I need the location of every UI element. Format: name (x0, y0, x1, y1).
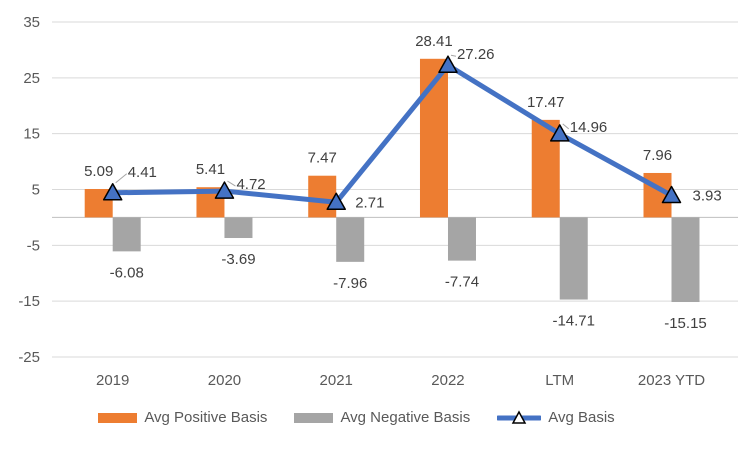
x-axis-category-label: 2023 YTD (638, 372, 705, 389)
positive-bar-label: 28.41 (415, 33, 453, 50)
positive-bar-label: 17.47 (527, 94, 565, 111)
label-leader-line (115, 173, 128, 184)
negative-bar-label: -3.69 (221, 251, 255, 268)
avg-basis-marker-2019[interactable] (102, 183, 123, 201)
negative-bar-2023 YTD[interactable] (671, 217, 700, 303)
negative-bar-2020[interactable] (224, 217, 253, 239)
avg-basis-label: 3.93 (693, 187, 722, 204)
x-axis-category-label: 2021 (320, 372, 353, 389)
y-axis-tick-label: 25 (23, 70, 40, 87)
legend-label-avg-negative-basis: Avg Negative Basis (340, 409, 471, 426)
avg-basis-marker-2023 YTD[interactable] (661, 185, 682, 204)
y-axis-tick-label: -15 (18, 293, 40, 310)
legend-item-avg-positive-basis[interactable]: Avg Positive Basis (98, 409, 267, 426)
avg-basis-marker-2020[interactable] (214, 181, 235, 199)
legend-item-avg-basis[interactable]: Avg Basis (495, 409, 615, 426)
legend-label-avg-basis: Avg Basis (548, 409, 615, 426)
negative-bar-label: -15.15 (664, 315, 707, 332)
negative-bar-swatch (294, 412, 334, 423)
avg-basis-label: 27.26 (457, 46, 495, 63)
x-axis-category-label: 2019 (96, 372, 129, 389)
y-axis-tick-label: 15 (23, 126, 40, 143)
chart-legend: Avg Positive Basis Avg Negative Basis Av… (0, 409, 731, 426)
x-axis-category-label: LTM (545, 372, 574, 389)
label-leader-line (562, 123, 570, 130)
positive-bar-label: 7.47 (308, 150, 337, 167)
negative-bar-2021[interactable] (336, 217, 365, 262)
y-axis-tick-label: 35 (23, 14, 40, 31)
negative-bar-label: -6.08 (110, 264, 144, 281)
legend-item-avg-negative-basis[interactable]: Avg Negative Basis (294, 409, 470, 426)
positive-bar-label: 7.96 (643, 147, 672, 164)
avg-basis-marker-2022[interactable] (438, 55, 458, 73)
y-axis-tick-label: -5 (27, 237, 40, 254)
label-leader-line (450, 54, 457, 57)
avg-basis-label: 4.41 (128, 164, 157, 181)
negative-bar-LTM[interactable] (559, 217, 588, 300)
label-leader-line (227, 180, 236, 187)
positive-bar-swatch (98, 412, 138, 423)
x-axis-category-label: 2020 (208, 372, 241, 389)
positive-bar-label: 5.09 (84, 163, 113, 180)
negative-bar-label: -7.96 (333, 275, 367, 292)
legend-triangle-marker (511, 409, 527, 424)
avg-basis-label: 14.96 (570, 119, 608, 136)
positive-bar-2021[interactable] (308, 175, 337, 218)
x-axis-category-label: 2022 (431, 372, 464, 389)
negative-bar-2019[interactable] (112, 217, 141, 252)
y-axis-tick-label: -25 (18, 349, 40, 366)
negative-bar-2022[interactable] (447, 217, 476, 261)
avg-basis-line[interactable] (110, 62, 674, 205)
negative-bar-label: -14.71 (552, 313, 595, 330)
avg-basis-marker-2021[interactable] (326, 192, 346, 211)
legend-label-avg-positive-basis: Avg Positive Basis (144, 409, 268, 426)
avg-basis-label: 4.72 (236, 176, 265, 193)
negative-bar-label: -7.74 (445, 274, 479, 291)
avg-basis-line-swatch (495, 409, 543, 426)
y-axis-tick-label: 5 (32, 182, 40, 199)
avg-basis-label: 2.71 (355, 194, 384, 211)
positive-bar-label: 5.41 (196, 161, 225, 178)
avg-basis-marker-LTM[interactable] (549, 124, 570, 142)
